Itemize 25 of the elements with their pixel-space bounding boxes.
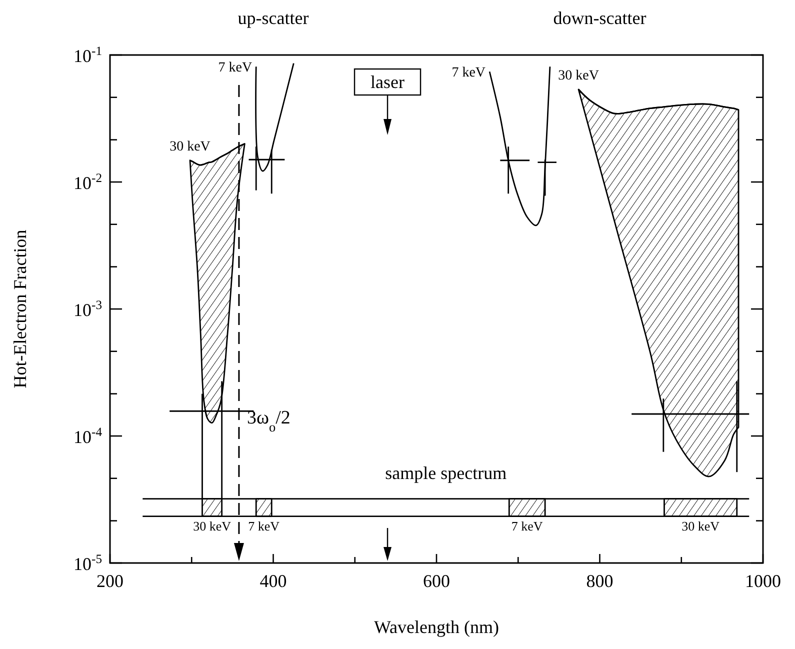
- ref-line-label: 3ω$_{o}$/2: [246, 408, 290, 434]
- series-label: 7 keV: [511, 518, 544, 534]
- x-tick-label: 400: [260, 571, 287, 591]
- series-label: 30 keV: [682, 518, 720, 534]
- y-tick-label: 10$^{-3}$: [74, 298, 102, 320]
- x-axis-title: Wavelength (nm): [374, 617, 500, 637]
- text: down-scatter: [553, 8, 646, 28]
- series-label: 30 keV: [558, 68, 599, 84]
- y-tick-label: 10$^{-4}$: [74, 425, 103, 447]
- series-label: 7 keV: [248, 518, 280, 534]
- ref-line-label: laser: [370, 72, 405, 92]
- series-label: 30 keV: [170, 139, 210, 154]
- x-tick-label: 800: [586, 571, 614, 591]
- y-tick-label: 10$^{-1}$: [74, 44, 102, 66]
- series-label: 7 keV: [218, 60, 252, 76]
- x-tick-label: 200: [96, 571, 124, 591]
- y-tick-label: 10$^{-2}$: [74, 171, 102, 193]
- x-tick-label: 1000: [745, 571, 781, 591]
- y-axis-title: Hot-Electron Fraction: [10, 230, 30, 388]
- series-label: sample spectrum: [385, 462, 507, 483]
- text: up-scatter: [238, 8, 309, 28]
- series-label: 30 keV: [193, 518, 232, 534]
- y-tick-label: 10$^{-5}$: [74, 552, 102, 574]
- legend-label: 7 keV: [452, 66, 486, 81]
- x-tick-label: 600: [423, 571, 450, 591]
